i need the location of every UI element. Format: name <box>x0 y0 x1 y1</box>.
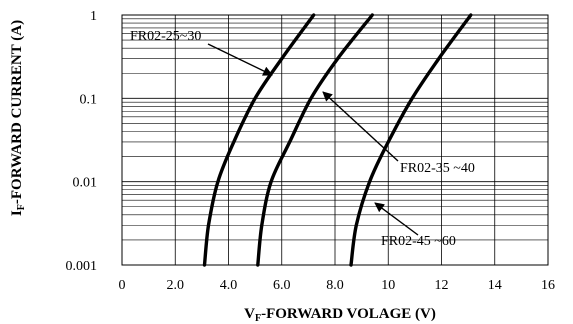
x-tick-label: 8.0 <box>326 278 344 293</box>
series-label-fr02-35-40: FR02-35 ~40 <box>400 161 475 176</box>
leader-arrow-0 <box>207 43 273 76</box>
series-line-1 <box>256 13 374 267</box>
x-axis-title-main: V <box>244 306 255 322</box>
curves <box>202 13 473 267</box>
y-axis-title-main: I <box>9 210 25 216</box>
x-tick-label: 6.0 <box>273 278 291 293</box>
x-tick-label: 0 <box>119 278 126 293</box>
y-tick-labels: 1 0.1 0.01 0.001 <box>66 9 98 274</box>
grid <box>121 14 549 266</box>
x-tick-label: 12 <box>435 278 449 293</box>
series-label-fr02-25-30: FR02-25~30 <box>130 29 201 44</box>
y-tick-label: 0.01 <box>73 176 98 191</box>
x-tick-label: 16 <box>541 278 555 293</box>
leader-arrow-1 <box>322 91 399 162</box>
x-tick-label: 10 <box>381 278 395 293</box>
y-axis-title-rest: -FORWARD CURRENT (A) <box>9 20 25 204</box>
x-axis-title: VF-FORWARD VOLAGE (V) <box>244 306 436 324</box>
x-tick-label: 2.0 <box>167 278 185 293</box>
leaders <box>207 43 419 236</box>
y-axis-title: IF-FORWARD CURRENT (A) <box>9 20 27 216</box>
x-tick-label: 14 <box>488 278 502 293</box>
y-axis-title-sub: F <box>16 204 27 210</box>
x-tick-label: 4.0 <box>220 278 238 293</box>
x-axis-title-sub: F <box>255 313 261 324</box>
x-axis-title-rest: -FORWARD VOLAGE (V) <box>261 306 436 322</box>
y-tick-label: 1 <box>90 9 97 24</box>
series-line-0 <box>202 13 316 267</box>
x-tick-labels: 0 2.0 4.0 6.0 8.0 10 12 14 16 <box>119 278 556 293</box>
series-line-2 <box>349 13 473 267</box>
y-tick-label: 0.001 <box>66 259 98 274</box>
leader-arrow-2 <box>374 202 419 236</box>
y-tick-label: 0.1 <box>80 92 98 107</box>
series-label-fr02-45-60: FR02-45 ~60 <box>381 234 456 249</box>
